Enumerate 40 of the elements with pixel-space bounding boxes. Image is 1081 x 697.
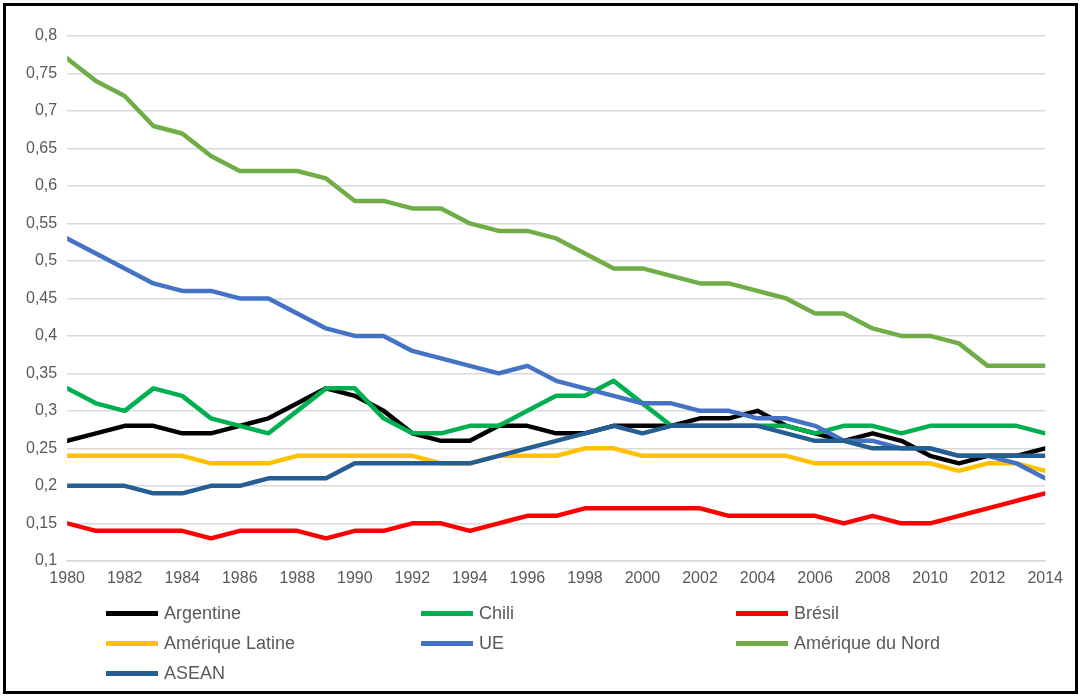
x-tick-label: 2012 <box>969 568 1006 586</box>
legend-label: Chili <box>479 602 515 624</box>
x-tick-label: 1994 <box>452 568 488 586</box>
y-tick-label: 0,1 <box>34 551 58 569</box>
x-tick-label: 1980 <box>49 568 86 586</box>
x-tick-label: 1984 <box>164 568 201 586</box>
x-tick-label: 1992 <box>394 568 431 586</box>
y-tick-label: 0,3 <box>34 401 58 419</box>
x-tick-label: 2008 <box>854 568 891 586</box>
legend-label: UE <box>479 632 505 654</box>
x-tick-label: 2002 <box>682 568 718 586</box>
y-tick-label: 0,5 <box>34 251 58 269</box>
x-tick-label: 1982 <box>106 568 143 586</box>
y-tick-label: 0,2 <box>34 476 58 494</box>
y-tick-label: 0,4 <box>34 326 58 344</box>
y-tick-label: 0,7 <box>34 101 58 119</box>
legend-label: Amérique du Nord <box>794 632 941 654</box>
legend-label: Amérique Latine <box>164 632 296 654</box>
x-tick-label: 1990 <box>337 568 373 586</box>
legend-label: Argentine <box>164 602 242 624</box>
y-tick-label: 0,75 <box>26 63 58 81</box>
x-tick-label: 1996 <box>509 568 546 586</box>
y-tick-label: 0,25 <box>26 438 58 456</box>
y-tick-label: 0,55 <box>26 213 58 231</box>
legend-label: ASEAN <box>164 662 226 684</box>
x-tick-label: 2010 <box>912 568 949 586</box>
y-tick-label: 0,35 <box>26 363 58 381</box>
x-tick-label: 1986 <box>221 568 258 586</box>
y-tick-label: 0,8 <box>34 26 58 44</box>
legend-label: Brésil <box>794 602 840 624</box>
x-tick-label: 1988 <box>279 568 316 586</box>
x-tick-label: 2014 <box>1027 568 1064 586</box>
y-tick-label: 0,65 <box>26 138 58 156</box>
y-tick-label: 0,15 <box>26 513 58 531</box>
y-tick-label: 0,45 <box>26 288 58 306</box>
x-tick-label: 2006 <box>797 568 833 586</box>
x-tick-label: 2004 <box>739 568 776 586</box>
x-tick-label: 1998 <box>567 568 603 586</box>
y-tick-label: 0,6 <box>34 176 58 194</box>
x-tick-label: 2000 <box>624 568 661 586</box>
